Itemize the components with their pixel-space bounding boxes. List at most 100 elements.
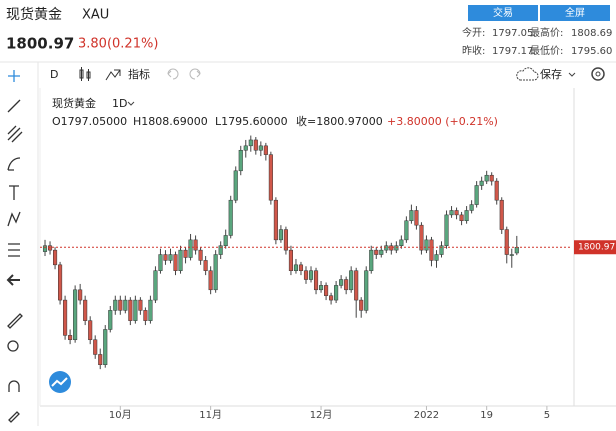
legend-low: L1795.60000 xyxy=(215,115,288,128)
candle-body xyxy=(399,239,404,246)
x-tick-label: 12月 xyxy=(310,409,333,421)
trade-button[interactable] xyxy=(468,5,538,21)
candle-body xyxy=(429,239,434,261)
candle-body xyxy=(474,185,479,205)
legend-dropdown[interactable] xyxy=(127,101,135,106)
candle-body xyxy=(484,174,489,182)
candle-body xyxy=(374,249,379,255)
candle-body xyxy=(208,270,213,291)
candle-body xyxy=(339,279,344,286)
indicators-button[interactable]: 指标 xyxy=(128,67,150,81)
candle-body xyxy=(454,210,459,216)
back-tool[interactable] xyxy=(6,274,20,286)
zoom-tool[interactable] xyxy=(7,340,19,352)
candle-body xyxy=(103,329,108,365)
candle-body xyxy=(324,285,329,296)
fib-tool[interactable] xyxy=(7,125,23,143)
candle-body xyxy=(163,254,168,261)
candle-body xyxy=(424,239,429,251)
candle-body xyxy=(469,204,474,211)
candle-body xyxy=(464,210,469,222)
candle-body xyxy=(258,145,263,151)
candle-body xyxy=(293,264,299,271)
save-button[interactable]: 保存 xyxy=(540,67,562,81)
x-tick-label: 2022 xyxy=(414,410,439,421)
logo-mark xyxy=(51,377,68,387)
candle-body xyxy=(369,249,374,271)
line-tool[interactable] xyxy=(7,99,21,113)
candle-body xyxy=(434,254,439,261)
undo-icon[interactable] xyxy=(167,68,179,80)
price-change: 3.80(0.21%) xyxy=(78,37,158,52)
candle-body xyxy=(479,180,484,186)
candle-body xyxy=(228,199,233,236)
legend-change: +3.80000 (+0.21%) xyxy=(387,115,498,128)
candle-body xyxy=(409,210,414,222)
interval-button[interactable]: D xyxy=(50,68,58,81)
candle-body xyxy=(494,180,499,201)
x-tick-label: 19 xyxy=(480,410,493,421)
stat-label: 今开: xyxy=(462,26,485,39)
save-dropdown[interactable] xyxy=(568,72,576,77)
cloud-icon[interactable] xyxy=(516,67,539,81)
candle-body xyxy=(308,270,314,280)
candle-body xyxy=(354,270,359,301)
candle-body xyxy=(419,224,424,251)
candle-type-icon[interactable] xyxy=(79,67,91,81)
candle-body xyxy=(303,270,309,280)
candle-body xyxy=(178,249,183,271)
redo-icon[interactable] xyxy=(189,68,201,80)
logo[interactable] xyxy=(49,371,71,393)
brush-tool[interactable] xyxy=(7,157,21,171)
x-tick-label: 5 xyxy=(544,410,550,421)
candle-body xyxy=(394,245,399,251)
candle-body xyxy=(459,214,464,222)
candle-body xyxy=(113,299,118,311)
candle-body xyxy=(118,299,123,311)
candle-body xyxy=(68,335,73,341)
candle-body xyxy=(108,310,113,330)
last-price-label: 1800.97 xyxy=(578,243,615,253)
ruler-tool[interactable] xyxy=(7,313,23,329)
legend-open: O1797.05000 xyxy=(52,115,127,128)
candle-body xyxy=(414,210,419,226)
candle-body xyxy=(88,320,93,341)
pencil-lock-tool[interactable] xyxy=(8,411,20,423)
candle-body xyxy=(253,139,258,151)
candle-body xyxy=(63,299,68,336)
legend-name: 现货黄金 xyxy=(52,96,96,110)
candle-body xyxy=(83,299,88,321)
crosshair-tool[interactable] xyxy=(8,70,20,82)
indicator-icon[interactable] xyxy=(105,69,121,81)
legend-close: 收=1800.97000 xyxy=(296,114,383,128)
candle-body xyxy=(344,279,349,291)
x-tick-label: 11月 xyxy=(199,409,222,421)
candle-body xyxy=(42,245,48,252)
candle-body xyxy=(288,249,293,271)
candle-body xyxy=(349,270,354,291)
trade-button-label[interactable]: 交易 xyxy=(493,6,513,19)
candle-body xyxy=(514,246,519,254)
fullscreen-button-label[interactable]: 全屏 xyxy=(565,6,585,19)
stat-label: 最高价: xyxy=(530,26,563,39)
candle-body xyxy=(203,260,208,271)
legend-high: H1808.69000 xyxy=(133,115,208,128)
legend-interval: 1D xyxy=(112,97,127,110)
candle-body xyxy=(183,249,188,258)
pattern-tool[interactable] xyxy=(7,211,21,227)
text-tool[interactable] xyxy=(9,185,19,200)
candle-body xyxy=(58,264,63,301)
settings-icon-core xyxy=(595,71,601,77)
candle-body xyxy=(128,299,133,321)
magnet-tool[interactable] xyxy=(8,380,20,392)
candle-body xyxy=(233,170,238,201)
candle-body xyxy=(283,229,288,251)
candle-body xyxy=(93,339,98,355)
candle-body xyxy=(193,239,198,251)
settings-icon[interactable] xyxy=(591,67,605,81)
candle-body xyxy=(268,154,273,201)
forecast-tool[interactable] xyxy=(8,243,20,257)
fullscreen-button[interactable] xyxy=(540,5,610,21)
candle-body xyxy=(449,210,454,216)
